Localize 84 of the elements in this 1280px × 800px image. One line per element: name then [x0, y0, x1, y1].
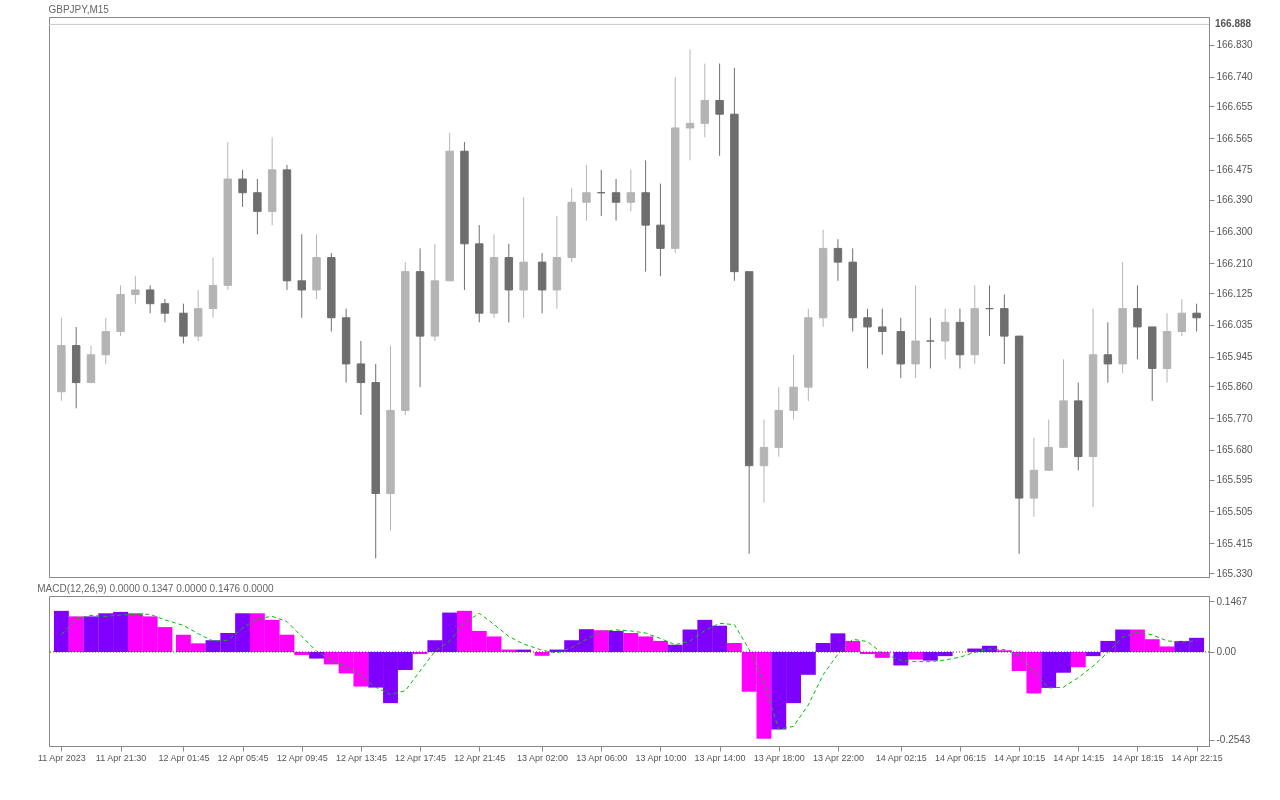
- chart-title: MACD(12,26,9) 0.0000 0.1347 0.0000 0.1476 0.0000: [37, 583, 274, 594]
- y-tick-label: 165.945: [1216, 351, 1254, 363]
- y-tick-label: 0.00: [1216, 646, 1237, 658]
- candlestick: [179, 303, 188, 344]
- bar: [68, 616, 84, 652]
- y-tick-label: 165.505: [1216, 505, 1254, 517]
- bar: [1070, 651, 1086, 668]
- x-tick-label: 14 Apr 10:15: [994, 752, 1046, 763]
- candlestick: [940, 308, 950, 360]
- candlestick: [759, 419, 769, 504]
- ref-line-label: 166.888: [1215, 18, 1252, 30]
- x-tick-label: 14 Apr 22:15: [1171, 752, 1223, 763]
- candlestick: [582, 164, 591, 222]
- candlestick: [1044, 419, 1053, 471]
- candlestick: [1103, 321, 1113, 384]
- x-tick-label: 12 Apr 09:45: [276, 752, 328, 763]
- x-tick-label: 14 Apr 18:15: [1112, 752, 1164, 763]
- candlestick: [131, 275, 140, 305]
- candlestick: [611, 178, 621, 222]
- y-tick-label: 166.390: [1216, 194, 1254, 206]
- y-tick-label: 165.860: [1216, 380, 1254, 392]
- candlestick: [1133, 284, 1142, 360]
- candlestick: [356, 340, 366, 416]
- bar: [908, 651, 924, 660]
- y-tick-label: 166.125: [1216, 287, 1254, 299]
- x-tick-label: 13 Apr 18:00: [753, 752, 805, 763]
- y-tick-label: 166.300: [1216, 225, 1254, 237]
- candlestick: [145, 284, 155, 314]
- x-tick-label: 14 Apr 02:15: [875, 752, 927, 763]
- candlestick: [238, 169, 247, 208]
- candlestick: [878, 308, 887, 356]
- x-tick-label: 12 Apr 21:45: [454, 752, 506, 763]
- bar: [534, 651, 550, 656]
- x-tick-label: 11 Apr 2023: [37, 752, 86, 763]
- y-tick-label: 166.655: [1216, 100, 1254, 112]
- x-tick-label: 13 Apr 22:00: [812, 752, 864, 763]
- y-tick-label: -0.2543: [1216, 734, 1251, 746]
- x-tick-label: 12 Apr 05:45: [217, 752, 269, 763]
- candlestick: [685, 48, 695, 161]
- candlestick: [160, 298, 170, 323]
- y-tick-label: 166.035: [1216, 319, 1254, 331]
- y-tick-label: 165.330: [1216, 567, 1254, 579]
- candlestick: [253, 178, 262, 235]
- candlestick: [715, 62, 724, 157]
- y-tick-label: 165.415: [1216, 537, 1254, 549]
- y-tick-label: 166.565: [1216, 132, 1254, 144]
- candlestick: [297, 233, 306, 319]
- x-tick-label: 14 Apr 14:15: [1053, 752, 1105, 763]
- candlestick: [700, 62, 710, 138]
- y-tick-label: 166.830: [1216, 39, 1254, 51]
- candlestick: [1192, 303, 1201, 333]
- candlestick: [863, 308, 872, 369]
- bar: [593, 630, 609, 652]
- y-tick-label: 166.740: [1216, 71, 1254, 83]
- x-tick-label: 11 Apr 21:30: [95, 752, 147, 763]
- x-tick-label: 13 Apr 14:00: [694, 752, 746, 763]
- line-series: [60, 612, 1198, 730]
- candlestick: [926, 317, 935, 369]
- candlestick: [1177, 298, 1187, 337]
- x-tick-label: 13 Apr 10:00: [635, 752, 687, 763]
- candlestick: [833, 238, 843, 282]
- y-tick-label: 165.680: [1216, 444, 1254, 456]
- bar: [845, 640, 861, 652]
- candlestick: [911, 284, 920, 379]
- y-tick-label: 0.1467: [1216, 595, 1248, 607]
- candlestick: [208, 257, 218, 319]
- candlestick: [656, 183, 665, 277]
- x-tick-label: 12 Apr 13:45: [335, 752, 387, 763]
- candlestick: [789, 354, 798, 421]
- y-tick-label: 165.595: [1216, 474, 1254, 486]
- y-tick-label: 165.770: [1216, 412, 1254, 424]
- x-tick-label: 14 Apr 06:15: [934, 752, 986, 763]
- bar: [726, 643, 742, 652]
- candlestick: [626, 169, 636, 212]
- y-tick-label: 166.475: [1216, 164, 1254, 176]
- x-tick-label: 12 Apr 17:45: [395, 752, 447, 763]
- chart-title: GBPJPY,M15: [48, 4, 110, 15]
- candlestick: [101, 317, 110, 365]
- bar: [608, 630, 624, 652]
- x-tick-label: 13 Apr 02:00: [517, 752, 569, 763]
- bar: [53, 610, 69, 652]
- y-tick-label: 166.210: [1216, 257, 1254, 269]
- x-tick-label: 12 Apr 01:45: [158, 752, 210, 763]
- x-tick-label: 13 Apr 06:00: [576, 752, 628, 763]
